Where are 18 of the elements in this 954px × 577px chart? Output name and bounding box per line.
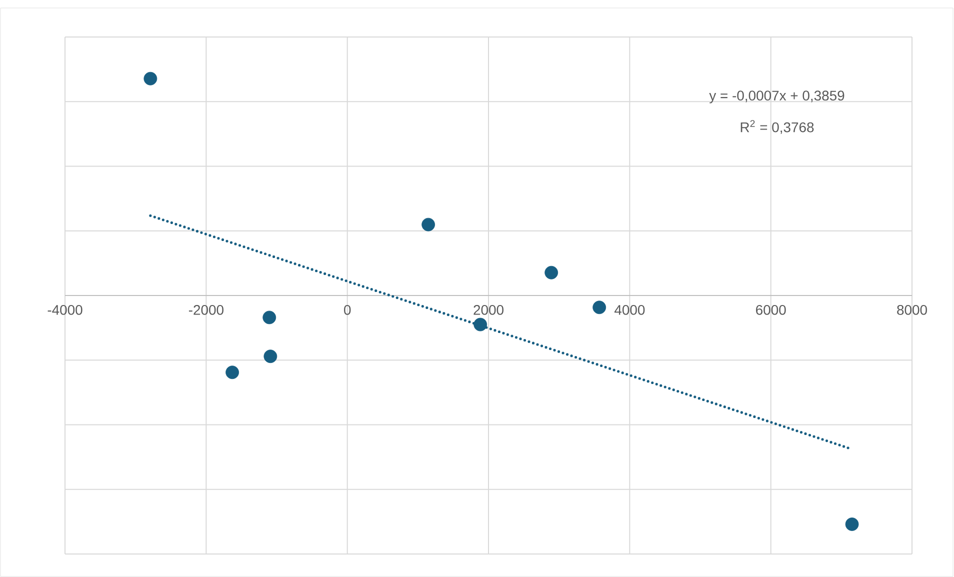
point xyxy=(262,310,276,324)
point xyxy=(845,518,859,531)
x-tick-label: -2000 xyxy=(188,304,224,315)
point xyxy=(226,366,239,380)
point xyxy=(592,300,606,314)
annotation: y = -0,0007x + 0,3859 xyxy=(709,90,844,104)
x-tick-label: -4000 xyxy=(48,304,82,315)
point xyxy=(144,72,158,86)
annotation: R$^{2}$ = 0,3768 xyxy=(740,120,814,134)
x-tick-label: 6000 xyxy=(756,304,786,315)
point xyxy=(422,218,435,232)
x-tick-label: 0 xyxy=(344,304,351,315)
x-tick-label: 4000 xyxy=(614,304,645,315)
x-tick-label: 8000 xyxy=(897,304,927,315)
point xyxy=(474,318,488,332)
point xyxy=(544,266,558,280)
point xyxy=(264,350,278,364)
x-tick-label: 2000 xyxy=(474,304,504,315)
